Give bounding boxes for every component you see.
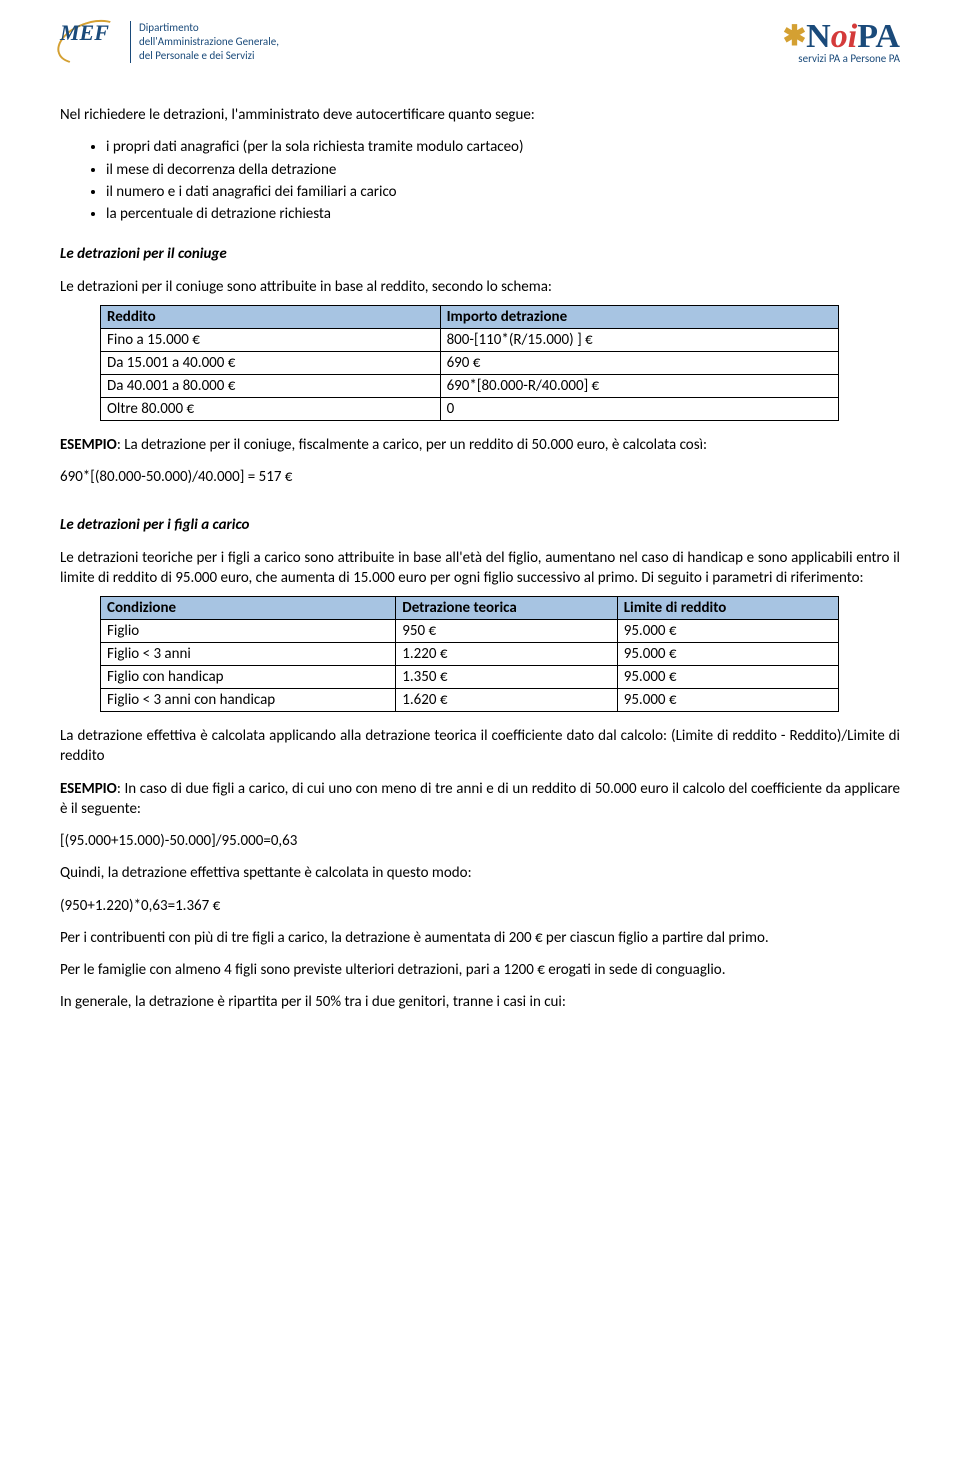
dept-line: del Personale e dei Servizi: [139, 49, 279, 63]
department-text: Dipartimento dell'Amministrazione Genera…: [130, 21, 279, 62]
esempio-label: ESEMPIO: [60, 780, 117, 798]
figli-calc1: [(95.000+15.000)-50.000]/95.000=0,63: [60, 831, 900, 851]
table-row: Figlio < 3 anni con handicap1.620 €95.00…: [101, 689, 839, 712]
noipa-tagline: servizi PA a Persone PA: [783, 52, 900, 65]
dept-line: dell'Amministrazione Generale,: [139, 35, 279, 49]
dept-line: Dipartimento: [139, 21, 279, 35]
list-item: il mese di decorrenza della detrazione: [106, 160, 900, 180]
table-row: Figlio < 3 anni1.220 €95.000 €: [101, 643, 839, 666]
list-item: la percentuale di detrazione richiesta: [106, 204, 900, 224]
coniuge-lead: Le detrazioni per il coniuge sono attrib…: [60, 277, 900, 297]
document-page: MEF Dipartimento dell'Amministrazione Ge…: [0, 0, 960, 1065]
figli-after1: La detrazione effettiva è calcolata appl…: [60, 726, 900, 767]
table-row: Figlio con handicap1.350 €95.000 €: [101, 666, 839, 689]
table-row: Fino a 15.000 €800-[110*(R/15.000) ] €: [101, 328, 839, 351]
mef-acronym: MEF: [60, 20, 109, 45]
table-row: Oltre 80.000 €0: [101, 397, 839, 420]
figli-calc2: (950+1.220)*0,63=1.367 €: [60, 896, 900, 916]
table-header-row: Condizione Detrazione teorica Limite di …: [101, 597, 839, 620]
table-row: Figlio950 €95.000 €: [101, 620, 839, 643]
figli-esempio: ESEMPIO: In caso di due figli a carico, …: [60, 779, 900, 820]
coniuge-table: Reddito Importo detrazione Fino a 15.000…: [100, 305, 839, 421]
table-header: Detrazione teorica: [396, 597, 617, 620]
intro-paragraph: Nel richiedere le detrazioni, l'amminist…: [60, 105, 900, 125]
intro-list: i propri dati anagrafici (per la sola ri…: [60, 137, 900, 224]
table-row: Da 40.001 a 80.000 €690*[80.000-R/40.000…: [101, 374, 839, 397]
table-row: Da 15.001 a 40.000 €690 €: [101, 351, 839, 374]
page-header: MEF Dipartimento dell'Amministrazione Ge…: [60, 20, 900, 65]
figli-after5: In generale, la detrazione è ripartita p…: [60, 992, 900, 1012]
section-title-coniuge: Le detrazioni per il coniuge: [60, 244, 900, 264]
list-item: i propri dati anagrafici (per la sola ri…: [106, 137, 900, 157]
mef-logo-block: MEF Dipartimento dell'Amministrazione Ge…: [60, 20, 279, 64]
figli-lead: Le detrazioni teoriche per i figli a car…: [60, 548, 900, 589]
coniuge-esempio-calc: 690*[(80.000-50.000)/40.000] = 517 €: [60, 467, 900, 487]
table-header: Importo detrazione: [440, 305, 839, 328]
mef-badge-icon: MEF: [60, 20, 122, 64]
table-header: Limite di reddito: [617, 597, 838, 620]
figli-table: Condizione Detrazione teorica Limite di …: [100, 596, 839, 712]
table-header: Reddito: [101, 305, 441, 328]
table-header-row: Reddito Importo detrazione: [101, 305, 839, 328]
coniuge-esempio: ESEMPIO: La detrazione per il coniuge, f…: [60, 435, 900, 455]
figli-after3: Per i contribuenti con più di tre figli …: [60, 928, 900, 948]
figli-after4: Per le famiglie con almeno 4 figli sono …: [60, 960, 900, 980]
esempio-label: ESEMPIO: [60, 436, 117, 454]
star-icon: ✱: [783, 21, 806, 52]
table-header: Condizione: [101, 597, 396, 620]
list-item: il numero e i dati anagrafici dei famili…: [106, 182, 900, 202]
noipa-logo-block: ✱NoiPA servizi PA a Persone PA: [783, 20, 900, 65]
noipa-wordmark: ✱NoiPA: [783, 20, 900, 54]
figli-after2: Quindi, la detrazione effettiva spettant…: [60, 863, 900, 883]
section-title-figli: Le detrazioni per i figli a carico: [60, 515, 900, 535]
